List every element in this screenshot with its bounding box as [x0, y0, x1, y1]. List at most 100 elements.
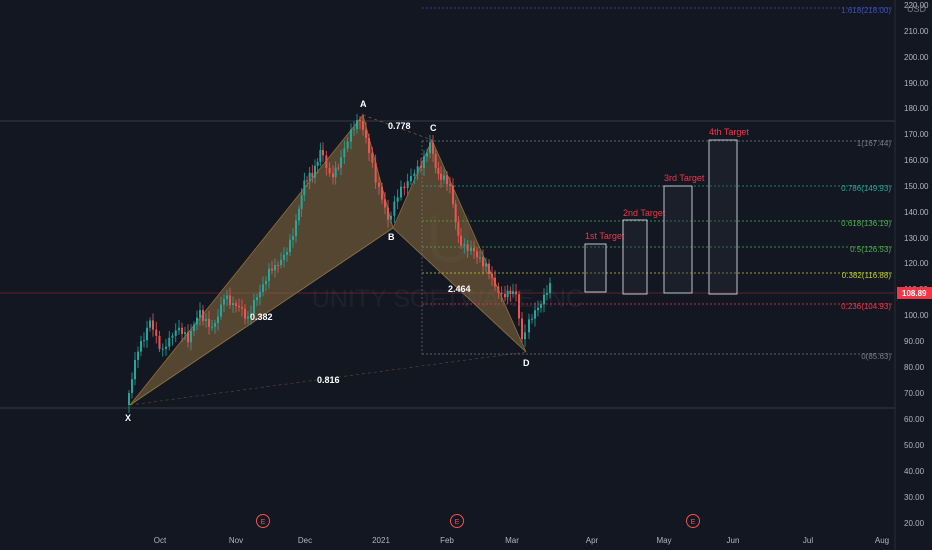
candle-body: [322, 150, 324, 156]
candle-body: [374, 162, 377, 183]
candle-body: [289, 239, 291, 253]
target-box-2[interactable]: [622, 219, 648, 295]
candle-body: [229, 295, 231, 306]
candle-body: [506, 290, 509, 298]
candle-body: [332, 173, 334, 178]
candle-body: [128, 393, 130, 405]
candle-body: [283, 254, 285, 260]
candle-body: [196, 317, 198, 325]
candle-body: [328, 167, 331, 174]
pattern-bd-diagonal: [392, 227, 527, 353]
candle-body: [371, 153, 374, 163]
candle-body: [446, 175, 448, 185]
candle-body: [259, 291, 261, 298]
price-tick-18: 40.00: [904, 467, 925, 476]
candle-body: [316, 161, 319, 166]
candle-body: [217, 316, 219, 324]
candle-body: [268, 268, 270, 281]
candle-body: [479, 257, 481, 259]
price-tick-19: 30.00: [904, 493, 925, 502]
fib-label-1: 1(167.44): [857, 139, 892, 148]
ratio-label-xb: 0.382: [250, 312, 273, 322]
ratio-label-ac: 0.778: [388, 121, 411, 131]
fib-label-2: 0.786(149.93): [841, 184, 891, 193]
candle-body: [134, 359, 136, 380]
candle-body: [211, 326, 213, 328]
candle-body: [426, 152, 428, 157]
time-tick-2: Dec: [298, 536, 312, 545]
pattern-ac-diagonal: [362, 114, 433, 141]
candle-body: [334, 167, 337, 178]
candle-body: [518, 294, 520, 319]
candle-body: [223, 299, 225, 305]
candle-body: [463, 244, 466, 246]
candle-body: [434, 153, 437, 169]
candle-body: [449, 184, 451, 186]
candle-body: [232, 303, 234, 306]
candle-body: [199, 310, 201, 318]
candle-body: [413, 173, 416, 177]
candle-body: [359, 120, 361, 122]
candle-body: [295, 220, 297, 237]
candle-body: [140, 340, 142, 352]
target-boxes[interactable]: 1st Target 2nd Target 3rd Target 4th Tar…: [584, 127, 749, 295]
candle-body: [146, 327, 148, 341]
candle-body: [396, 197, 399, 202]
candle-body: [286, 252, 288, 255]
candle-body: [390, 215, 392, 220]
price-tick-1: 210.00: [904, 27, 929, 36]
time-axis[interactable]: Oct Nov Dec 2021 Feb Mar Apr May Jun Jul Aug: [154, 536, 889, 545]
candle-body: [171, 335, 174, 338]
time-tick-9: Jul: [803, 536, 813, 545]
earnings-marker-2[interactable]: E: [450, 514, 464, 528]
price-tick-3: 190.00: [904, 79, 929, 88]
candle-body: [546, 293, 548, 295]
candle-body: [470, 248, 472, 252]
candle-body: [429, 142, 431, 153]
candle-body: [512, 291, 514, 294]
earnings-marker-1[interactable]: E: [256, 514, 270, 528]
pattern-xd-diagonal: [129, 351, 527, 406]
candle-body: [277, 264, 279, 266]
fib-label-3: 0.618(136.19): [841, 219, 891, 228]
earnings-marker-3[interactable]: E: [686, 514, 700, 528]
candle-body: [356, 120, 358, 130]
candle-body: [250, 313, 252, 317]
candle-body: [143, 340, 145, 342]
candle-body: [187, 332, 189, 343]
candle-body: [410, 176, 412, 182]
price-tick-7: 150.00: [904, 182, 929, 191]
candle-body: [432, 142, 434, 154]
fib-label-0: 1.618(218.00): [841, 6, 891, 15]
fib-label-4: 0.5(126.53): [850, 245, 891, 254]
candle-body: [406, 181, 409, 189]
time-tick-1: Nov: [229, 536, 243, 545]
currency-label: USD: [907, 4, 927, 14]
fib-retracement[interactable]: 1.618(218.00) 1(167.44) 0.786(149.93) 0.618…: [421, 6, 893, 361]
time-tick-5: Mar: [505, 536, 519, 545]
candle-body: [220, 304, 222, 317]
candle-body: [440, 173, 442, 180]
candle-body: [292, 236, 294, 240]
fib-label-6: 0.236(104.93): [841, 302, 891, 311]
candle-body: [528, 319, 530, 333]
price-tick-8: 140.00: [904, 208, 929, 217]
current-price-value: 108.89: [902, 289, 927, 298]
price-tick-17: 50.00: [904, 441, 925, 450]
target-box-4[interactable]: [708, 139, 738, 295]
target-box-3[interactable]: [663, 185, 693, 294]
candle-body: [131, 379, 133, 394]
candle-body: [549, 283, 551, 294]
candle-body: [184, 332, 186, 335]
candle-body: [524, 332, 526, 340]
candle-body: [161, 348, 164, 350]
candle-body: [308, 172, 311, 182]
price-axis[interactable]: 220.00 210.00 200.00 190.00 180.00 170.00 160.…: [894, 0, 932, 550]
target-box-1[interactable]: [584, 243, 607, 293]
candle-body: [149, 320, 151, 328]
time-tick-7: May: [656, 536, 671, 545]
candle-body: [482, 257, 484, 267]
price-tick-12: 100.00: [904, 311, 929, 320]
